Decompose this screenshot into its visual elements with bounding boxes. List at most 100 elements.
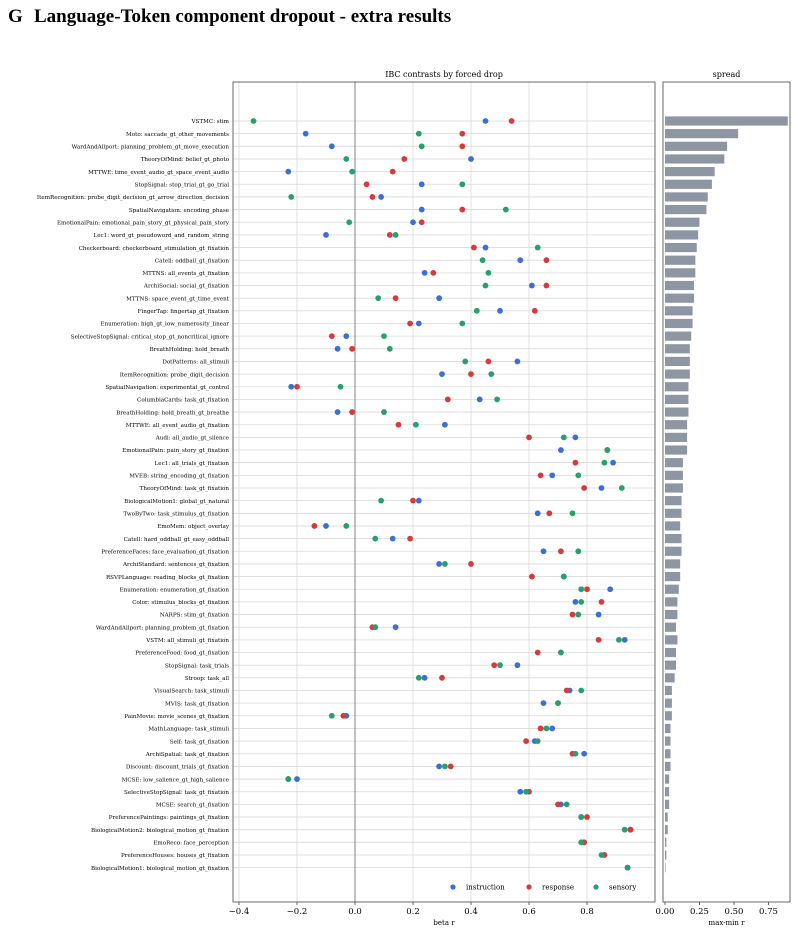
category-label: MTTWE: all_event_audio_gt_fixation [126,423,230,429]
spread-bar [665,496,682,506]
spread-x-tick-label: 0.75 [759,907,778,917]
spread-bar [665,571,681,582]
spread-bar [665,407,689,417]
legend-marker-response [526,884,532,890]
spread-bar [665,711,672,721]
data-point-sensory [575,472,582,479]
spread-bar [665,230,699,240]
data-point-sensory [386,345,393,352]
data-point-response [407,320,413,327]
category-label: MTTWE: time_event_audio_gt_space_event_a… [88,170,230,176]
spread-bar [665,420,688,430]
spread-bar [665,787,670,797]
spread-bar [665,761,671,772]
spread-bar [665,584,679,594]
category-label: MTTNS: space_event_gt_time_event [126,296,230,302]
category-label: ArchiStandard: sentences_gt_fixation [122,562,229,568]
data-point-sensory [578,598,585,605]
section-heading: G Language-Token component dropout - extr… [8,6,451,28]
spread-bar [665,445,688,455]
chart-title: IBC contrasts by forced drop [385,70,503,79]
data-point-response [529,573,535,580]
data-point-instruction [529,282,535,289]
data-point-response [395,421,402,428]
data-point-sensory [616,636,622,643]
data-point-sensory [459,181,466,188]
spread-bar [665,534,682,544]
data-point-response [581,485,587,491]
spread-bar [665,546,682,556]
spread-bar [665,470,683,480]
data-point-sensory [415,130,422,137]
data-point-instruction [572,434,579,441]
category-label: BreathHolding: hold_breath_gt_breathe [116,410,230,416]
data-point-response [459,130,466,137]
spread-bar [665,736,671,746]
spread-bar [665,609,678,620]
spread-bar [665,179,712,189]
data-point-instruction [439,371,445,377]
data-point-instruction [285,168,292,175]
spread-bar [665,685,672,696]
data-point-response [392,295,399,302]
data-point-instruction [610,459,616,466]
spread-x-axis-label: max-min r [709,919,746,927]
data-point-instruction [436,295,442,302]
category-label: TheoryOfMind: belief_gt_photo [141,157,230,163]
spread-bar [665,559,681,569]
data-point-response [410,497,416,504]
data-point-sensory [578,814,585,820]
spread-bar [665,635,678,645]
x-tick-label: 0.6 [522,907,536,917]
category-label: ArchiSocial: social_gt_fixation [143,284,229,290]
spread-bar [665,217,700,227]
spread-title: spread [713,70,741,79]
legend-label-response: response [542,884,574,892]
data-point-response [584,586,590,593]
spread-bar [665,356,690,367]
data-point-response [537,472,544,479]
data-point-instruction [598,485,605,491]
category-label: Lec1: word_gt_pseudoword_and_random_stri… [94,233,230,239]
data-point-sensory [575,548,582,555]
data-point-sensory [459,320,466,327]
category-label: VisualSearch: task_stimuli [153,689,229,695]
data-point-response [447,763,454,770]
data-point-sensory [415,674,422,681]
data-point-instruction [392,624,399,631]
data-point-response [627,826,634,833]
data-point-instruction [581,750,587,757]
category-label: DotPatterns: all_stimuli [162,360,229,366]
data-point-instruction [343,333,350,340]
data-point-instruction [378,194,384,200]
category-label: SelectiveStopSignal: task_gt_fixation [124,790,229,796]
data-point-sensory [578,687,585,694]
category-label: EmotionalPain: emotional_pain_story_gt_p… [57,220,230,226]
data-point-instruction [540,700,547,707]
data-point-sensory [523,788,529,795]
data-point-sensory [479,257,486,264]
data-point-response [349,345,355,352]
spread-x-tick-label: 0.25 [690,907,709,917]
data-point-response [328,333,335,340]
category-label: MTTNS: all_events_gt_fixation [142,271,229,277]
data-point-sensory [349,168,355,175]
data-point-response [508,118,515,124]
data-point-response [401,156,408,162]
data-point-sensory [462,358,469,365]
spread-x-tick-label: 0.00 [656,907,675,917]
data-point-response [563,687,570,694]
category-label: Lec1: all_trials_gt_fixation [155,461,230,467]
data-point-sensory [482,282,489,289]
data-point-instruction [415,320,422,327]
data-point-sensory [604,447,611,453]
data-point-sensory [560,573,567,580]
data-point-response [569,611,576,618]
data-point-sensory [337,383,344,390]
data-point-response [340,712,347,719]
data-point-instruction [621,636,628,643]
data-point-response [572,459,579,466]
x-tick-label: −0.4 [229,907,250,917]
data-point-instruction [418,181,425,188]
data-point-sensory [534,244,541,251]
